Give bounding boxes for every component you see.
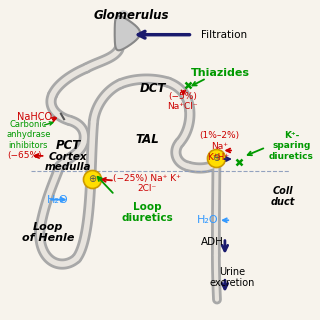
Text: PCT: PCT <box>55 139 81 152</box>
Text: K⁺-
sparing
diuretics: K⁺- sparing diuretics <box>269 131 314 161</box>
Text: Loop: Loop <box>33 222 63 232</box>
Polygon shape <box>115 16 140 50</box>
Text: Cortex: Cortex <box>49 152 87 162</box>
Text: (−25%) Na⁺ K⁺
2Cl⁻: (−25%) Na⁺ K⁺ 2Cl⁻ <box>113 174 181 194</box>
Text: (1%–2%)
Na⁺: (1%–2%) Na⁺ <box>199 131 239 151</box>
Text: of Henle: of Henle <box>22 233 75 243</box>
Text: Loop
diuretics: Loop diuretics <box>121 202 173 223</box>
Text: Coll
duct: Coll duct <box>271 186 295 207</box>
Text: H₂O: H₂O <box>47 195 69 205</box>
Text: NaHCO₃: NaHCO₃ <box>17 112 56 122</box>
Text: H₂O: H₂O <box>196 215 218 225</box>
Text: Carbonic
anhydrase
inhibitors: Carbonic anhydrase inhibitors <box>6 120 51 149</box>
Polygon shape <box>117 11 129 18</box>
Text: (−5%)
Na⁺Cl⁻: (−5%) Na⁺Cl⁻ <box>167 92 198 111</box>
Text: Thiazides: Thiazides <box>191 68 250 78</box>
Text: ADH: ADH <box>201 237 224 247</box>
Text: Glomerulus: Glomerulus <box>94 9 169 22</box>
Text: (−65%): (−65%) <box>7 151 42 160</box>
Text: medulla: medulla <box>45 162 91 172</box>
Text: K⁺H⁺: K⁺H⁺ <box>207 153 229 162</box>
Text: Filtration: Filtration <box>201 30 247 40</box>
Text: ⊕: ⊕ <box>212 153 220 164</box>
Text: ⊕: ⊕ <box>88 174 96 184</box>
Text: TAL: TAL <box>135 133 159 146</box>
Text: DCT: DCT <box>140 82 166 95</box>
Text: Urine
excretion: Urine excretion <box>209 267 255 288</box>
